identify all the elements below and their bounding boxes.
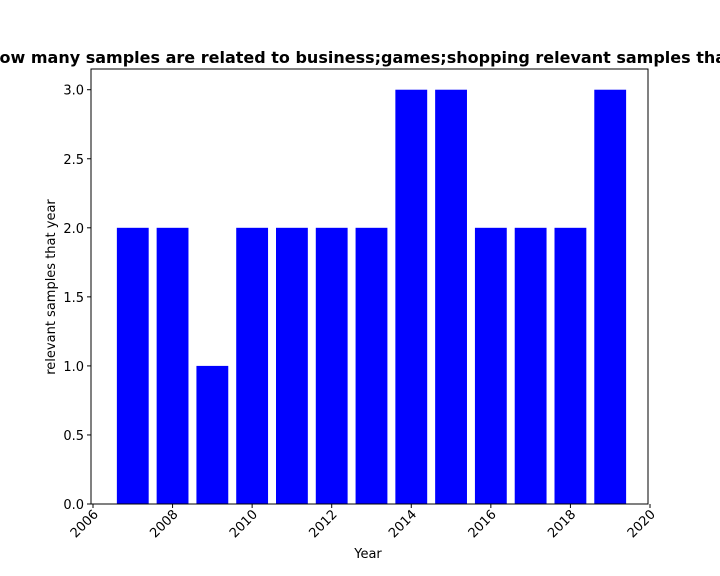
bar-2008 [156, 227, 189, 505]
bar-2013 [355, 227, 388, 505]
x-tick-label: 2018 [545, 507, 579, 541]
bar-2009 [196, 365, 229, 504]
bar-2015 [435, 89, 467, 504]
bar-2018 [554, 227, 587, 505]
y-axis-label: relevant samples that year [44, 199, 59, 375]
y-tick-label: 0.5 [63, 429, 84, 444]
x-axis-ticks: 2006 2008 2010 2012 2014 2016 2018 2020 [68, 504, 659, 541]
bar-2019 [594, 89, 627, 504]
bars-group [116, 89, 627, 505]
chart-title: Figure shows how many samples are relate… [0, 48, 720, 67]
bar-2014 [395, 89, 428, 504]
x-axis-label: Year [353, 547, 382, 562]
x-tick-label: 2010 [227, 507, 261, 541]
y-tick-label: 1.5 [63, 291, 84, 306]
x-tick-label: 2020 [625, 507, 659, 541]
bar-2012 [315, 227, 348, 505]
y-tick-label: 3.0 [63, 84, 84, 99]
y-axis-ticks: 0.0 0.5 1.0 1.5 2.0 2.5 3.0 [63, 84, 91, 513]
bar-2010 [236, 227, 269, 505]
bar-2016 [474, 227, 507, 505]
bar-2011 [276, 227, 308, 505]
y-tick-label: 2.5 [63, 153, 84, 168]
plot-frame [90, 68, 649, 505]
x-tick-label: 2014 [386, 507, 420, 541]
bar-2007 [116, 227, 149, 505]
y-tick-label: 2.0 [63, 222, 84, 237]
y-tick-label: 1.0 [63, 360, 84, 375]
x-tick-label: 2016 [466, 507, 500, 541]
x-tick-label: 2012 [307, 507, 341, 541]
y-tick-label: 0.0 [63, 498, 84, 513]
bar-2017 [514, 227, 547, 505]
x-tick-label: 2008 [147, 507, 181, 541]
